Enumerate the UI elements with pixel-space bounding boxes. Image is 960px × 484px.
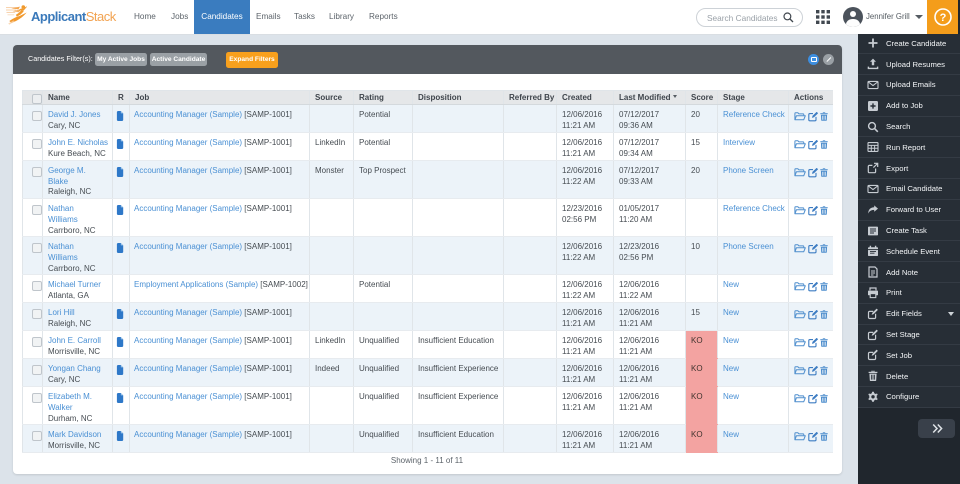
svg-text:?: ? [939, 11, 946, 23]
